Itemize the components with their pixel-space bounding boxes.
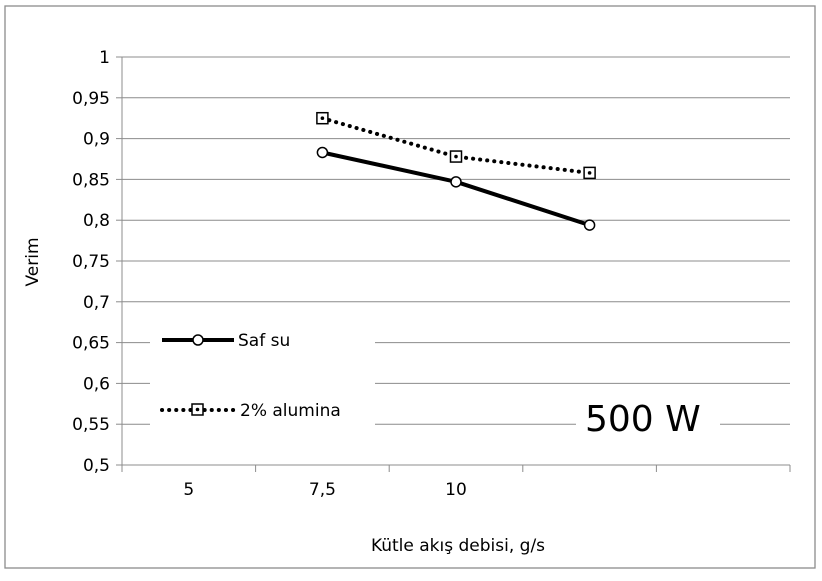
data-point-marker-dot	[587, 171, 592, 175]
y-tick-label: 1	[99, 48, 110, 68]
y-tick-label: 0,95	[72, 89, 110, 109]
y-tick-label: 0,65	[72, 334, 110, 354]
x-tick-label: 7,5	[309, 480, 336, 500]
y-tick-label: 0,8	[83, 211, 110, 231]
legend-background	[150, 303, 375, 433]
data-point-marker	[450, 176, 462, 188]
x-tick-label: 5	[183, 480, 194, 500]
legend-label-alumina: 2% alumina	[240, 401, 341, 421]
series-line-1	[320, 116, 592, 175]
x-axis-title: Kütle akış debisi, g/s	[371, 536, 545, 556]
y-tick-label: 0,75	[72, 252, 110, 272]
legend-swatch-marker-dot-alumina	[195, 407, 200, 412]
legend-swatch-marker-saf-su	[192, 334, 204, 346]
data-point-marker	[583, 219, 596, 231]
series-layer	[316, 111, 596, 231]
y-tick-label: 0,5	[83, 456, 110, 476]
power-annotation: 500 W	[585, 399, 701, 440]
data-point-marker-dot	[320, 116, 325, 120]
data-point-marker-dot	[454, 154, 458, 159]
y-axis-title: Verim	[23, 237, 43, 286]
chart-border	[4, 5, 816, 569]
annotation-background	[576, 385, 720, 455]
x-tick-label: 10	[445, 480, 467, 500]
y-tick-label: 0,9	[83, 130, 110, 150]
y-tick-label: 0,55	[72, 415, 110, 435]
axis-layer: 0,5 0,55 0,6 0,65 0,7 0,75 0,8 0,85 0,9 0,95 1 5 7,5…	[72, 48, 791, 500]
y-tick-label: 0,7	[83, 293, 110, 313]
y-tick-label: 0,85	[72, 170, 110, 190]
legend-label-saf-su: Saf su	[238, 331, 290, 351]
y-tick-label: 0,6	[83, 374, 110, 394]
legend: Saf su 2% alumina	[150, 303, 375, 433]
data-point-marker	[316, 146, 329, 159]
